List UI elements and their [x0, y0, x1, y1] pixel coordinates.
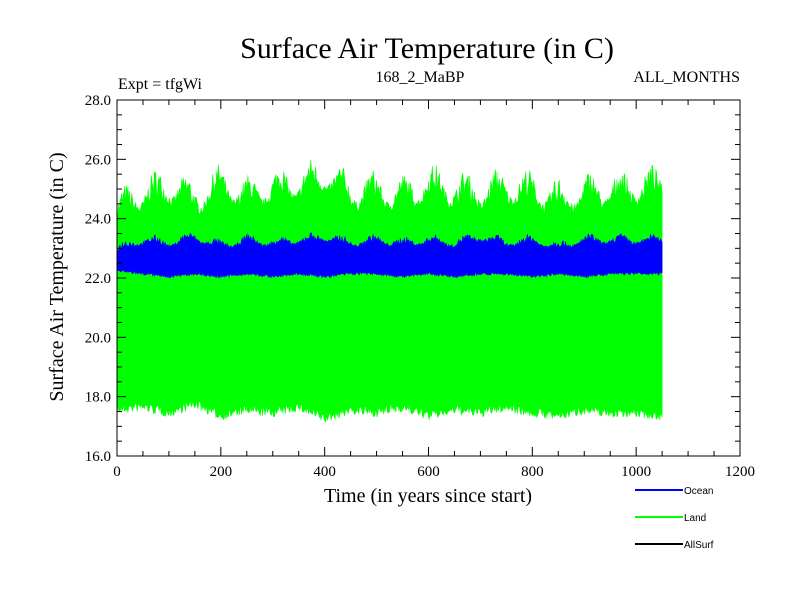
x-tick-label: 600 [417, 464, 440, 480]
x-tick-label: 200 [210, 464, 233, 480]
series-ocean-band [116, 232, 663, 279]
y-tick-label: 18.0 [85, 390, 111, 406]
y-tick-label: 28.0 [85, 93, 111, 109]
x-axis-label: Time (in years since start) [324, 485, 532, 507]
x-tick-label: 0 [113, 464, 121, 480]
months-label: ALL_MONTHS [633, 69, 740, 86]
plot-frame [116, 99, 741, 457]
x-tick-label: 1200 [725, 464, 755, 480]
legend-label-land: Land [684, 513, 706, 524]
y-tick-label: 24.0 [85, 212, 111, 228]
period-label: 168_2_MaBP [376, 69, 465, 86]
x-tick-label: 1000 [621, 464, 651, 480]
chart-title: Surface Air Temperature (in C) [240, 32, 614, 65]
legend-label-ocean: Ocean [684, 486, 713, 497]
legend-label-allsurf: AllSurf [684, 540, 714, 551]
tick-layer: 0 200 400 600 800 1000 1200 16.0 18.0 20.0 22.0 24.… [85, 93, 755, 480]
y-tick-label: 20.0 [85, 330, 111, 346]
x-tick-label: 800 [521, 464, 544, 480]
series-land-band [116, 159, 663, 423]
experiment-label: Expt = tfgWi [118, 76, 202, 93]
y-tick-label: 22.0 [85, 271, 111, 287]
y-tick-label: 26.0 [85, 152, 111, 168]
y-axis-label: Surface Air Temperature (in C) [46, 152, 68, 401]
y-tick-label: 16.0 [85, 449, 111, 465]
series-layer [116, 159, 663, 423]
legend: Ocean Land AllSurf [635, 486, 714, 551]
x-tick-label: 400 [313, 464, 336, 480]
